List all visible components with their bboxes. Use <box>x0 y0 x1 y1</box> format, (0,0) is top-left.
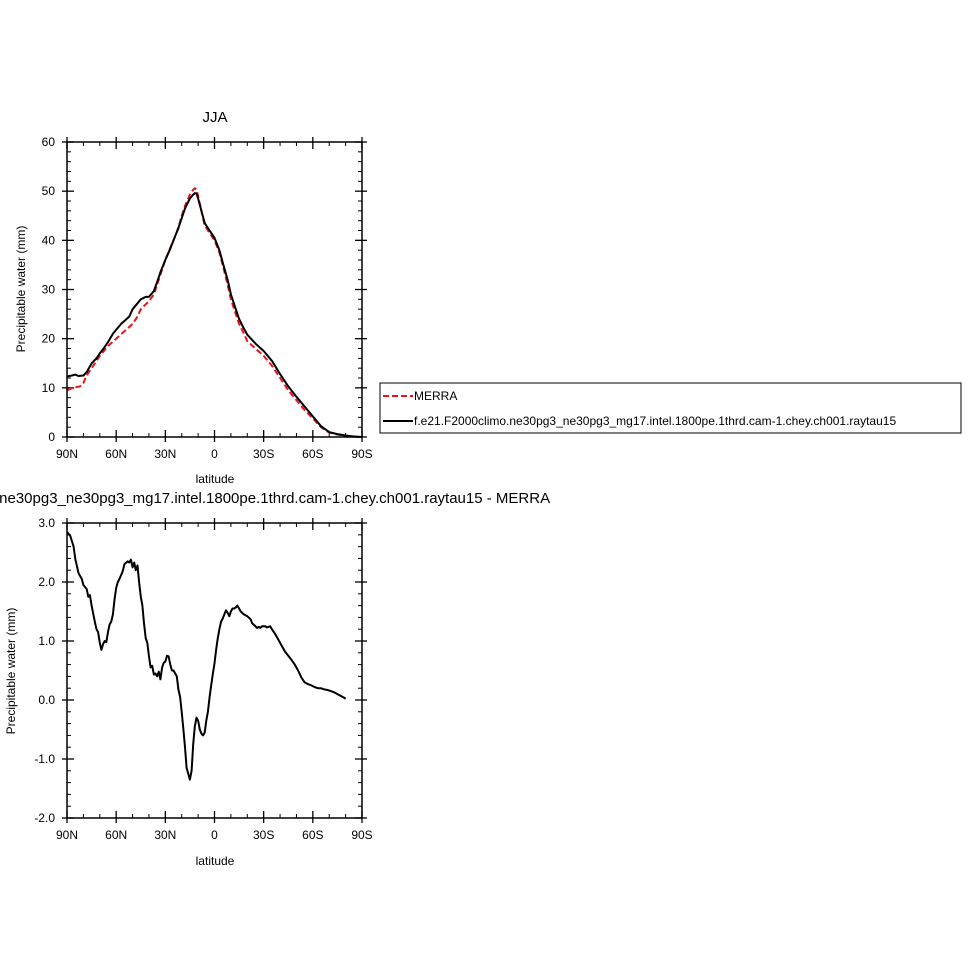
panel1-y-axis-label: Precipitable water (mm) <box>14 226 28 353</box>
panel2-series-lines <box>66 531 347 781</box>
panel1-tick-labels: 90N 60N 30N 0 30S 60S 90S 0 10 20 30 40 50 60 <box>42 135 373 461</box>
x-tick-label: 30S <box>253 828 274 842</box>
legend-box <box>379 382 962 434</box>
x-tick-label: 60S <box>302 828 323 842</box>
x-tick-label: 90N <box>56 447 78 461</box>
x-tick-label: 0 <box>211 828 218 842</box>
panel1-x-axis-label: latitude <box>196 472 235 486</box>
x-tick-label: 30S <box>253 447 274 461</box>
y-tick-label: 0 <box>48 430 55 444</box>
y-tick-label: 30 <box>42 283 56 297</box>
panel1-ticks <box>62 137 367 442</box>
x-tick-label: 90N <box>56 828 78 842</box>
x-tick-label: 90S <box>351 447 372 461</box>
y-tick-label: 2.0 <box>38 575 55 589</box>
x-tick-label: 30N <box>154 828 176 842</box>
y-tick-label: -1.0 <box>34 752 55 766</box>
series-line-0 <box>66 187 363 438</box>
panel2-x-axis-label: latitude <box>196 854 235 868</box>
y-tick-label: 50 <box>42 184 56 198</box>
legend-label-merra: MERRA <box>414 389 457 403</box>
y-tick-label: -2.0 <box>34 811 55 825</box>
x-tick-label: 0 <box>211 447 218 461</box>
panel-difference: f.e21.F2000climo.ne30pg3_ne30pg3_mg17.in… <box>0 490 550 868</box>
x-tick-label: 60N <box>105 828 127 842</box>
x-tick-label: 60S <box>302 447 323 461</box>
panel2-tick-labels: 90N 60N 30N 0 30S 60S 90S -2.0 -1.0 0.0 1.0 2.0 3.0 <box>34 516 372 842</box>
x-tick-label: 30N <box>154 447 176 461</box>
y-tick-label: 0.0 <box>38 693 55 707</box>
panel1-series-lines <box>66 187 363 438</box>
legend-label-model: f.e21.F2000climo.ne30pg3_ne30pg3_mg17.in… <box>414 414 896 428</box>
panel2-plot-frame <box>66 522 363 819</box>
y-tick-label: 1.0 <box>38 634 55 648</box>
y-tick-label: 60 <box>42 135 56 149</box>
x-tick-label: 90S <box>351 828 372 842</box>
y-tick-label: 20 <box>42 332 56 346</box>
series-line-0 <box>66 531 347 781</box>
panel2-y-axis-label: Precipitable water (mm) <box>4 608 18 735</box>
series-line-1 <box>66 192 363 438</box>
y-tick-label: 40 <box>42 233 56 247</box>
y-tick-label: 3.0 <box>38 516 55 530</box>
legend: MERRA f.e21.F2000climo.ne30pg3_ne30pg3_m… <box>379 382 962 434</box>
x-tick-label: 60N <box>105 447 127 461</box>
y-tick-label: 10 <box>42 381 56 395</box>
panel1-title: JJA <box>202 109 227 126</box>
panel2-title: f.e21.F2000climo.ne30pg3_ne30pg3_mg17.in… <box>0 490 550 507</box>
panel-mean-jja: JJA Precipitable water (mm) latitude 90N… <box>14 109 373 486</box>
panel2-ticks <box>62 518 367 823</box>
panel1-plot-frame <box>66 141 363 438</box>
